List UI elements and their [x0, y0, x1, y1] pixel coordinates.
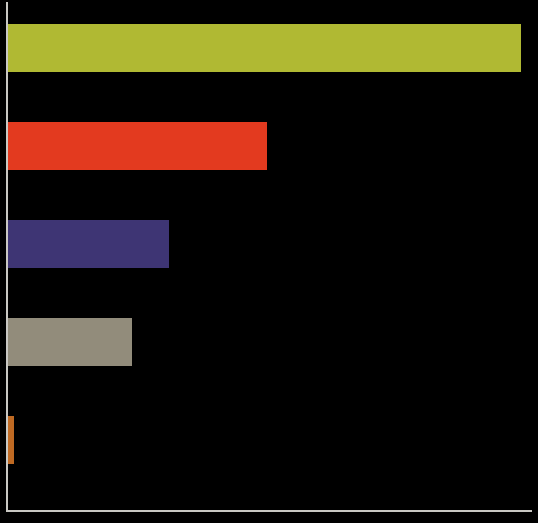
- bar-4: [8, 318, 132, 366]
- x-axis-line: [6, 510, 532, 512]
- bar-2: [8, 122, 267, 170]
- bar-chart: [0, 0, 538, 523]
- bar-5: [8, 416, 14, 464]
- bar-1: [8, 24, 521, 72]
- bar-3: [8, 220, 169, 268]
